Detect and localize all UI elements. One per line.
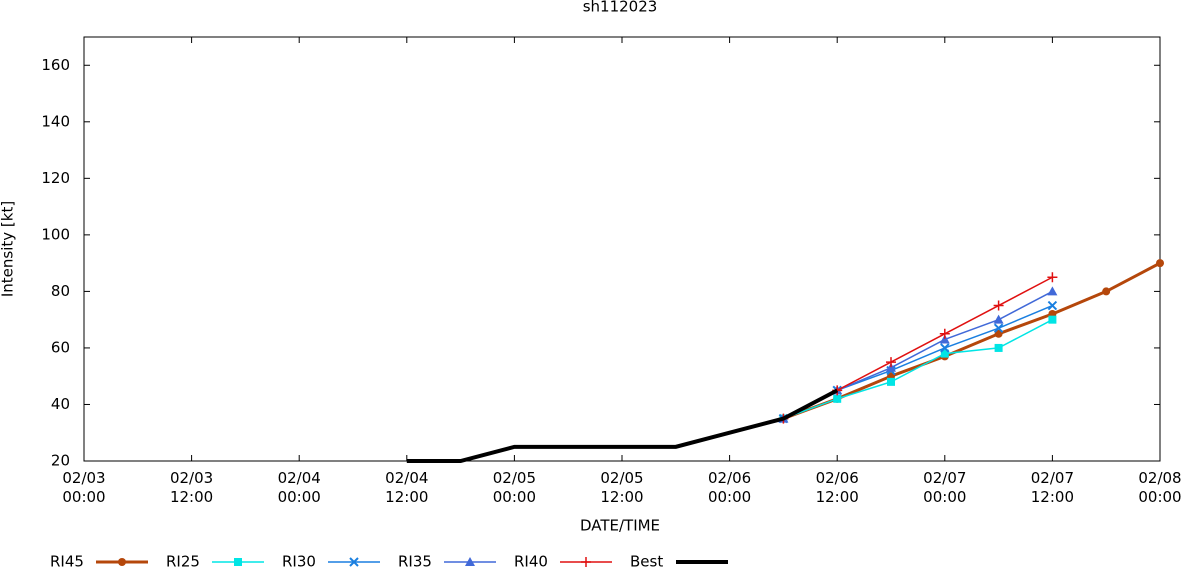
marker xyxy=(234,558,242,566)
marker xyxy=(1102,287,1111,296)
legend-label: RI25 xyxy=(166,553,200,567)
marker xyxy=(1156,259,1164,268)
marker xyxy=(993,300,1004,311)
series-line xyxy=(783,304,1053,420)
marker xyxy=(118,558,126,566)
x-tick-label: 02/03 00:00 xyxy=(62,469,106,506)
series-line xyxy=(406,388,839,463)
marker xyxy=(465,557,475,566)
y-tick-label: 100 xyxy=(41,225,70,243)
marker xyxy=(940,349,949,358)
marker xyxy=(939,328,950,339)
x-tick-label: 02/05 00:00 xyxy=(492,469,536,506)
y-tick-label: 120 xyxy=(41,169,70,187)
marker xyxy=(886,357,896,368)
marker xyxy=(939,334,950,344)
series-line xyxy=(783,319,1053,420)
y-axis-label: Intensity [kt] xyxy=(0,201,17,297)
chart-title: sh112023 xyxy=(583,0,658,16)
x-tick-label: 02/07 12:00 xyxy=(1030,469,1074,506)
marker xyxy=(833,394,842,403)
x-tick-label: 02/06 12:00 xyxy=(815,469,859,506)
y-tick-label: 160 xyxy=(41,56,70,74)
x-tick-label: 02/08 00:00 xyxy=(1138,469,1182,506)
y-tick-label: 140 xyxy=(41,112,70,130)
series-line xyxy=(782,261,1161,421)
x-tick-label: 02/06 00:00 xyxy=(707,469,752,506)
x-tick-label: 02/05 12:00 xyxy=(600,469,644,506)
marker xyxy=(940,343,950,353)
y-tick-label: 60 xyxy=(51,338,70,356)
marker xyxy=(1047,300,1058,311)
y-tick-label: 40 xyxy=(51,395,70,413)
x-tick-label: 02/04 00:00 xyxy=(277,469,321,506)
marker xyxy=(1047,272,1058,283)
marker xyxy=(994,343,1003,352)
marker xyxy=(993,314,1004,324)
marker xyxy=(1047,286,1058,296)
legend-label: RI30 xyxy=(282,553,316,567)
marker xyxy=(349,557,359,567)
x-tick-label: 02/07 00:00 xyxy=(923,469,967,506)
marker xyxy=(887,377,895,386)
x-tick-label: 02/03 12:00 xyxy=(169,469,214,506)
y-tick-label: 20 xyxy=(51,452,70,470)
marker xyxy=(1048,315,1057,324)
legend-label: RI35 xyxy=(398,553,432,567)
legend-label: Best xyxy=(630,553,663,567)
marker xyxy=(581,557,591,567)
y-tick-label: 80 xyxy=(51,282,70,300)
plot-frame xyxy=(83,36,1161,462)
legend-label: RI40 xyxy=(514,553,548,567)
x-tick-label: 02/04 12:00 xyxy=(385,469,429,506)
marker xyxy=(994,329,1003,338)
marker xyxy=(886,362,896,372)
marker xyxy=(993,323,1004,333)
legend-label: RI45 xyxy=(50,553,84,567)
x-axis-label: DATE/TIME xyxy=(580,517,660,535)
